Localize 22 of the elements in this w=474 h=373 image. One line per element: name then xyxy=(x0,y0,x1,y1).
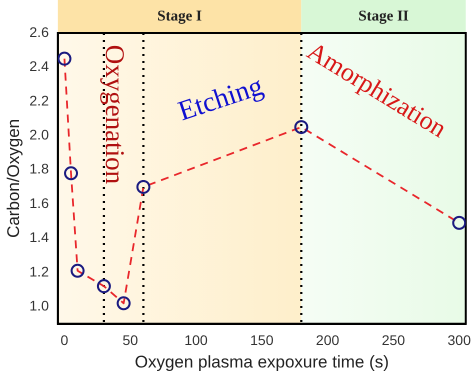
x-tick-label: 200 xyxy=(316,332,340,348)
y-tick-label: 1.4 xyxy=(29,229,50,246)
y-tick-label: 1.2 xyxy=(29,263,50,280)
y-tick-label: 2.0 xyxy=(29,126,50,142)
y-tick-label: 2.2 xyxy=(29,92,50,108)
x-axis-title: Oxygen plasma expoxure time (s) xyxy=(134,352,389,372)
x-tick-label: 0 xyxy=(60,332,69,348)
y-tick-label: 2.6 xyxy=(29,24,50,40)
y-tick-label: 2.4 xyxy=(29,58,50,74)
x-tick-label: 50 xyxy=(122,332,138,348)
x-tick-label: 150 xyxy=(250,332,274,348)
x-tick-label: 100 xyxy=(184,332,208,348)
x-tick-label: 250 xyxy=(382,332,406,348)
annotation: Oxygenation xyxy=(100,44,130,185)
y-tick-label: 1.0 xyxy=(29,298,50,314)
y-tick-label: 1.6 xyxy=(29,194,50,211)
band-label: Stage I xyxy=(157,8,202,24)
y-axis-title: Carbon/Oxygen xyxy=(4,118,23,238)
band-label: Stage II xyxy=(358,8,409,24)
y-tick-label: 1.8 xyxy=(29,160,50,177)
x-tick-label: 300 xyxy=(448,332,472,348)
annotation: Etching xyxy=(174,70,267,128)
